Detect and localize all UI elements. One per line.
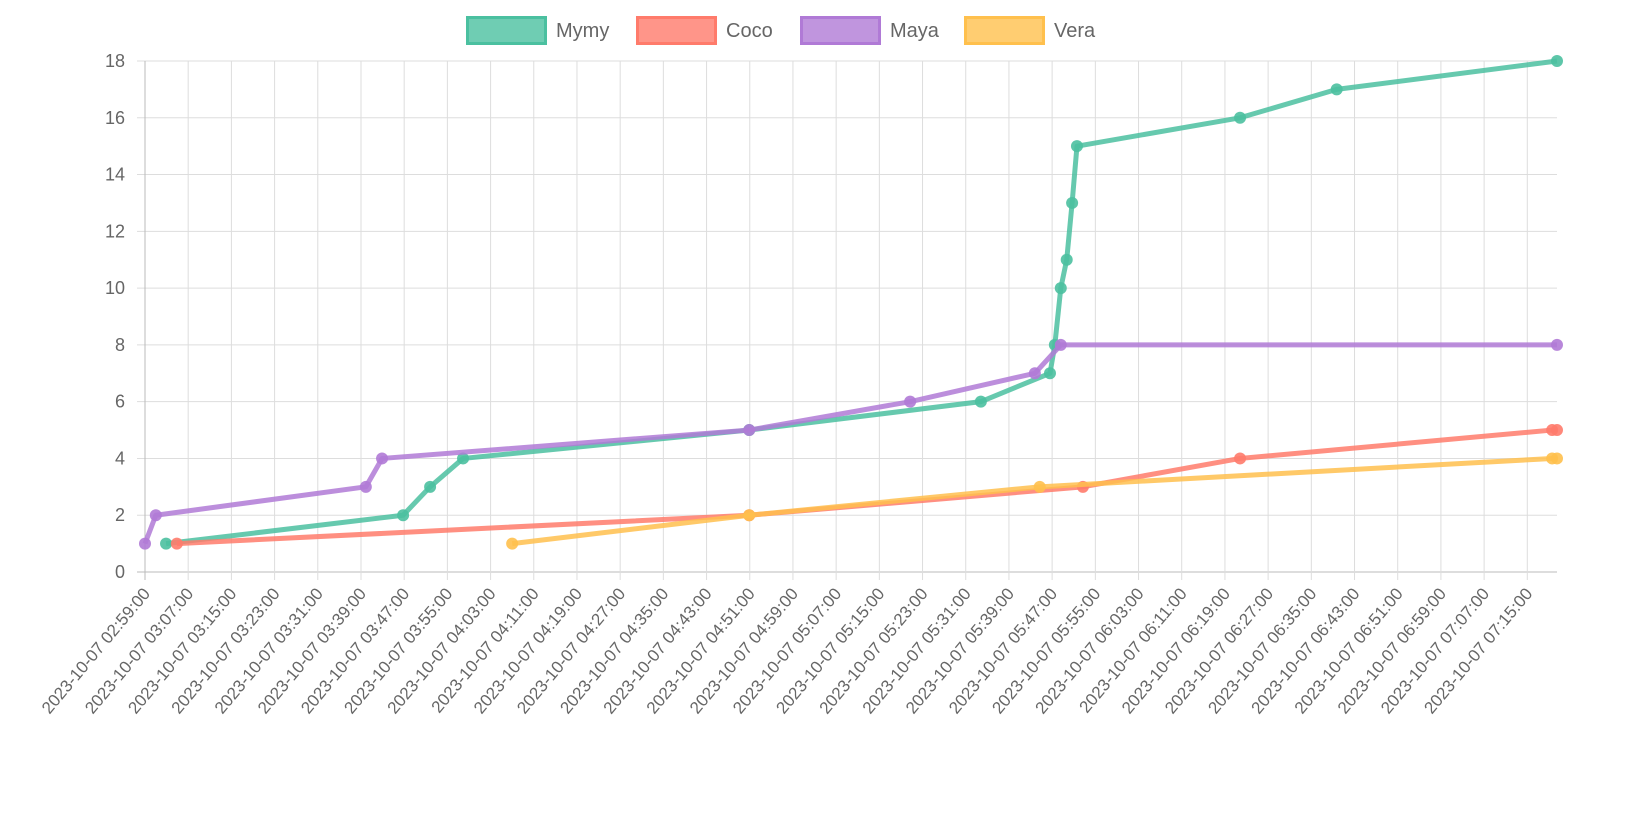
series-line [176, 427, 1557, 547]
data-point [149, 509, 162, 522]
series-line [511, 455, 1557, 547]
legend-label: Vera [1054, 20, 1096, 42]
data-point [743, 424, 756, 437]
series-maya [139, 338, 1563, 550]
y-tick-label: 12 [105, 221, 125, 241]
y-tick-label: 18 [105, 51, 125, 71]
data-point [974, 395, 987, 408]
data-point [904, 395, 917, 408]
legend-item-vera[interactable]: Vera [964, 16, 1097, 45]
legend-swatch [636, 16, 717, 45]
data-point [1551, 338, 1563, 351]
data-point [1054, 338, 1067, 351]
series-line [142, 342, 1557, 545]
data-point [397, 509, 410, 522]
data-point [424, 480, 437, 493]
data-point [1551, 55, 1563, 67]
data-point [1060, 253, 1073, 266]
y-tick-label: 2 [115, 505, 125, 525]
data-point [376, 452, 389, 465]
data-point [139, 537, 151, 550]
data-point [359, 480, 372, 493]
data-point [1551, 424, 1563, 437]
y-tick-label: 14 [105, 165, 125, 185]
data-point [1330, 83, 1343, 96]
legend-swatch [964, 16, 1045, 45]
data-point [170, 537, 183, 550]
legend-swatch [800, 16, 881, 45]
legend-label: Coco [726, 20, 773, 42]
legend-item-mymy[interactable]: Mymy [466, 16, 610, 45]
data-point [1066, 196, 1079, 209]
y-tick-label: 6 [115, 392, 125, 412]
legend-item-coco[interactable]: Coco [636, 16, 773, 45]
series-vera [506, 452, 1563, 550]
data-point [1028, 367, 1041, 380]
y-tick-label: 0 [115, 562, 125, 582]
data-point [1234, 111, 1247, 124]
y-tick-label: 16 [105, 108, 125, 128]
y-tick-label: 8 [115, 335, 125, 355]
data-point [1551, 452, 1563, 465]
data-point [1033, 480, 1046, 493]
data-point [160, 537, 173, 550]
y-tick-label: 10 [105, 278, 125, 298]
legend-swatch [466, 16, 547, 45]
data-point [457, 452, 470, 465]
data-point [743, 509, 756, 522]
data-point [1043, 367, 1056, 380]
data-point [1070, 140, 1083, 153]
legend-item-maya[interactable]: Maya [800, 16, 940, 45]
legend-label: Mymy [556, 20, 609, 42]
data-point [1234, 452, 1247, 465]
data-point [506, 537, 519, 550]
legend-label: Maya [890, 20, 940, 42]
y-tick-label: 4 [115, 448, 125, 468]
data-point [1054, 282, 1067, 295]
